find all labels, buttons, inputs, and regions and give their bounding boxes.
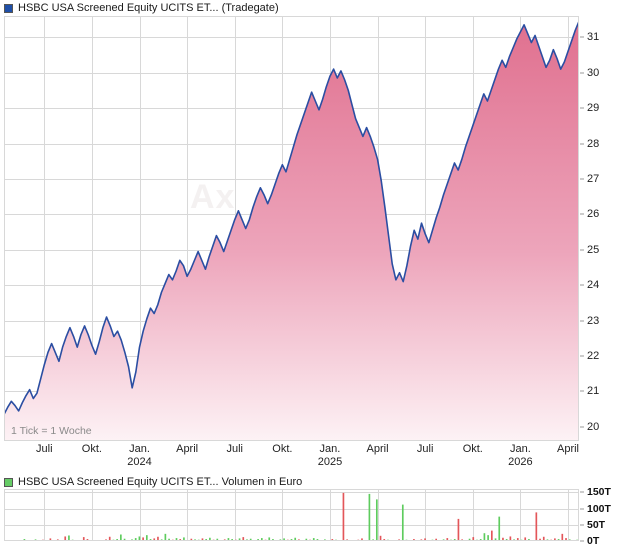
chart-x-axis: Juli Okt. Jan. 2024 April Juli Okt. Jan. 2025 Apr… [4,443,579,473]
price-legend-label: HSBC USA Screened Equity UCITS ET... (Tr… [18,2,279,14]
price-y-tick-mark [580,249,584,251]
volume-y-tick-label: 0T [587,535,600,546]
price-y-tick-mark [580,72,584,74]
price-area-chart [4,16,579,441]
x-tick-label: April [556,443,580,455]
x-tick-label: Juli [226,443,243,455]
volume-y-tick-mark [580,491,584,493]
price-y-tick-label: 23 [587,314,600,327]
price-y-tick-label: 26 [587,208,600,221]
price-y-tick-label: 31 [587,31,600,44]
price-y-tick-mark [580,284,584,286]
price-y-tick-label: 29 [587,102,600,115]
volume-y-tick-mark [580,540,584,542]
volume-plot-area[interactable] [4,489,579,541]
square-marker-green-icon [4,477,13,487]
price-y-tick-label: 20 [587,420,600,433]
volume-legend-label: HSBC USA Screened Equity UCITS ET... Vol… [18,476,303,488]
price-y-tick-label: 22 [587,350,600,362]
x-tick-label: Okt. [462,443,483,455]
volume-bar-chart [4,489,579,541]
price-y-tick-mark [580,178,584,180]
x-tick-label: Jan. 2024 [127,443,152,468]
price-y-tick-mark [580,36,584,38]
x-tick-label: Juli [36,443,53,455]
price-plot-area[interactable] [4,16,579,441]
price-y-tick-label: 28 [587,137,600,150]
x-tick-label: April [366,443,389,455]
price-y-tick-mark [580,107,584,109]
volume-y-axis: 0T 50T 100T 150T [580,486,620,546]
x-tick-label: Juli [416,443,434,455]
tick-interval-note: 1 Tick = 1 Woche [11,425,92,437]
volume-series-legend[interactable]: HSBC USA Screened Equity UCITS ET... Vol… [4,475,302,489]
price-y-axis: 20 21 22 23 24 25 26 27 28 29 30 31 [580,16,620,441]
price-y-tick-mark [580,213,584,215]
price-y-tick-mark [580,390,584,392]
x-tick-label: Jan. 2025 [317,443,343,468]
x-tick-label: Jan. 2026 [508,443,533,468]
square-marker-blue-icon [4,3,13,13]
x-tick-label: April [176,443,199,455]
price-y-tick-label: 25 [587,243,600,256]
volume-y-tick-label: 50T [587,518,606,531]
price-y-tick-label: 27 [587,172,600,185]
price-y-tick-label: 21 [587,385,600,398]
price-y-tick-label: 24 [587,279,600,292]
price-y-tick-mark [580,355,584,357]
volume-y-tick-mark [580,508,584,509]
price-y-tick-mark [580,320,584,322]
price-y-tick-mark [580,143,584,144]
x-tick-label: Okt. [81,443,102,455]
volume-y-tick-mark [580,524,584,526]
volume-y-tick-label: 100T [587,502,611,515]
price-series-legend[interactable]: HSBC USA Screened Equity UCITS ET... (Tr… [4,1,279,15]
x-tick-label: Okt. [272,443,293,455]
price-y-tick-label: 30 [587,66,600,79]
price-y-tick-mark [580,426,584,428]
volume-y-tick-label: 150T [587,486,611,499]
